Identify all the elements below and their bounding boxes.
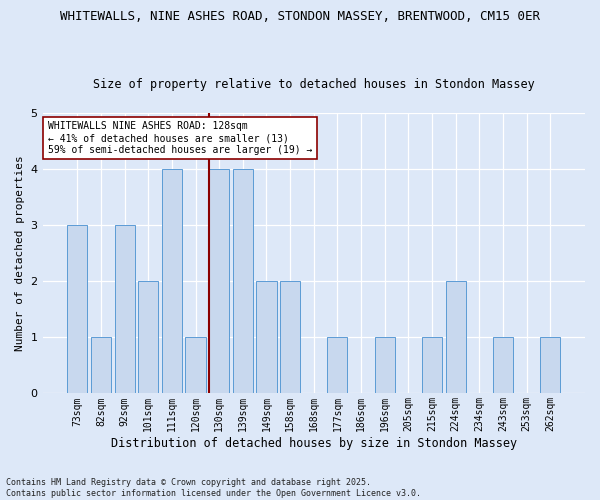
Bar — [115, 225, 134, 394]
Bar — [446, 281, 466, 394]
Text: WHITEWALLS, NINE ASHES ROAD, STONDON MASSEY, BRENTWOOD, CM15 0ER: WHITEWALLS, NINE ASHES ROAD, STONDON MAS… — [60, 10, 540, 23]
Bar — [540, 338, 560, 394]
Bar — [138, 281, 158, 394]
Bar — [162, 169, 182, 394]
Bar — [328, 338, 347, 394]
Text: Contains HM Land Registry data © Crown copyright and database right 2025.
Contai: Contains HM Land Registry data © Crown c… — [6, 478, 421, 498]
Bar — [422, 338, 442, 394]
Title: Size of property relative to detached houses in Stondon Massey: Size of property relative to detached ho… — [93, 78, 535, 91]
Bar — [91, 338, 111, 394]
Bar — [185, 338, 206, 394]
Bar — [280, 281, 300, 394]
X-axis label: Distribution of detached houses by size in Stondon Massey: Distribution of detached houses by size … — [111, 437, 517, 450]
Bar — [209, 169, 229, 394]
Bar — [493, 338, 513, 394]
Y-axis label: Number of detached properties: Number of detached properties — [15, 156, 25, 351]
Bar — [233, 169, 253, 394]
Bar — [67, 225, 88, 394]
Text: WHITEWALLS NINE ASHES ROAD: 128sqm
← 41% of detached houses are smaller (13)
59%: WHITEWALLS NINE ASHES ROAD: 128sqm ← 41%… — [48, 122, 313, 154]
Bar — [374, 338, 395, 394]
Bar — [256, 281, 277, 394]
